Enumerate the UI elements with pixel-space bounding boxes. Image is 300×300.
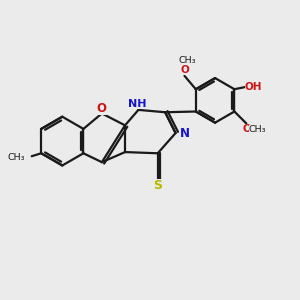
Text: S: S — [153, 179, 162, 193]
Text: CH₃: CH₃ — [8, 153, 25, 162]
Text: CH₃: CH₃ — [249, 125, 266, 134]
Text: N: N — [179, 127, 190, 140]
Text: CH₃: CH₃ — [179, 56, 196, 65]
Text: O: O — [242, 124, 251, 134]
Text: O: O — [180, 65, 189, 75]
Text: OH: OH — [245, 82, 262, 92]
Text: NH: NH — [128, 99, 146, 109]
Text: O: O — [97, 102, 107, 115]
